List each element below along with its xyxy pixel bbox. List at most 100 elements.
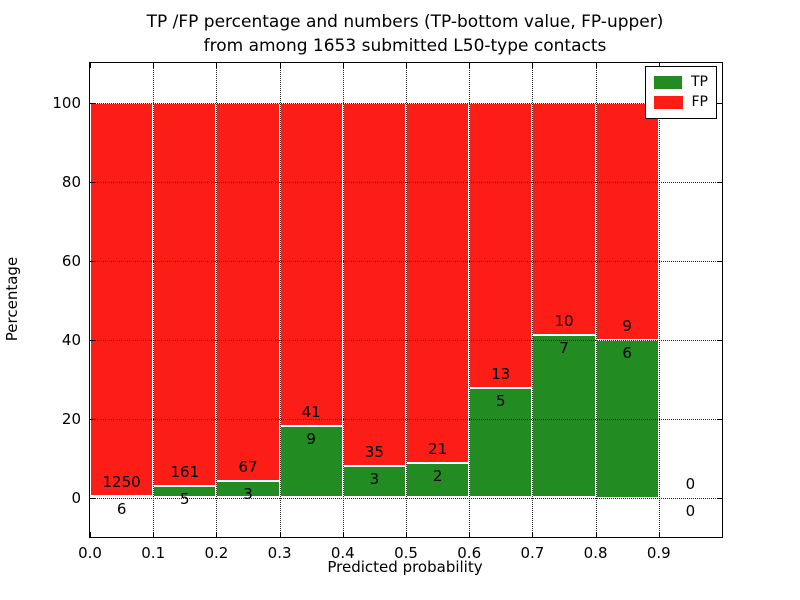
fp-bar-segment bbox=[279, 102, 343, 427]
fp-bar-segment bbox=[469, 102, 533, 388]
fp-bar-segment bbox=[342, 102, 406, 467]
tp-count-label: 3 bbox=[369, 470, 380, 489]
x-tick-mark bbox=[658, 532, 660, 537]
tp-count-label: 5 bbox=[496, 391, 506, 410]
y-tick-mark bbox=[90, 181, 95, 183]
x-tick-label: 0.9 bbox=[646, 544, 671, 562]
x-tick-mark-top bbox=[532, 63, 534, 68]
y-tick-mark bbox=[90, 260, 95, 262]
grid-line-vertical bbox=[595, 63, 597, 537]
x-tick-label: 0.1 bbox=[141, 544, 166, 562]
y-tick-mark bbox=[90, 102, 95, 104]
legend-entry-tp: TP bbox=[646, 72, 716, 92]
y-tick-label: 0 bbox=[71, 488, 81, 507]
x-tick-label: 0.3 bbox=[267, 544, 292, 562]
fp-count-label: 10 bbox=[554, 311, 574, 330]
y-tick-label: 40 bbox=[61, 330, 81, 349]
fp-count-label: 9 bbox=[622, 316, 632, 335]
fp-count-label: 21 bbox=[428, 440, 448, 459]
tp-count-label: 3 bbox=[243, 484, 253, 503]
x-tick-label: 0.4 bbox=[330, 544, 355, 562]
tp-count-label: 6 bbox=[116, 499, 127, 518]
tp-count-label: 6 bbox=[622, 343, 632, 362]
tp-count-label: 9 bbox=[306, 430, 316, 449]
x-tick-mark-top bbox=[90, 63, 91, 68]
x-tick-mark bbox=[90, 532, 91, 537]
x-tick-label: 0.7 bbox=[520, 544, 545, 562]
fp-count-label: 161 bbox=[170, 462, 200, 481]
legend-swatch-fp bbox=[654, 95, 683, 109]
grid-line-vertical bbox=[532, 63, 534, 537]
grid-line-vertical bbox=[216, 63, 218, 537]
fp-count-label: 1250 bbox=[102, 472, 141, 491]
x-tick-mark-top bbox=[342, 63, 344, 68]
legend-label-tp: TP bbox=[691, 74, 708, 90]
x-tick-mark bbox=[216, 532, 218, 537]
grid-line-vertical bbox=[279, 63, 281, 537]
x-tick-mark bbox=[342, 532, 344, 537]
tp-bar-segment bbox=[469, 387, 533, 498]
y-tick-mark bbox=[90, 497, 95, 499]
fp-bar-segment bbox=[406, 102, 470, 464]
x-tick-mark-top bbox=[216, 63, 218, 68]
grid-line-vertical bbox=[342, 63, 344, 537]
fp-bar-segment bbox=[153, 102, 217, 486]
y-tick-mark-right bbox=[717, 260, 722, 262]
y-tick-label: 60 bbox=[61, 251, 81, 270]
x-tick-mark-top bbox=[406, 63, 407, 68]
y-tick-mark-right bbox=[717, 497, 722, 499]
y-tick-mark-right bbox=[717, 418, 722, 420]
x-tick-label: 0.6 bbox=[457, 544, 482, 562]
x-tick-mark bbox=[469, 532, 471, 537]
fp-bar-segment bbox=[532, 102, 596, 335]
x-tick-label: 0.0 bbox=[78, 544, 102, 562]
fp-bar-segment bbox=[90, 102, 154, 496]
x-tick-label: 0.2 bbox=[204, 544, 229, 562]
grid-line-vertical bbox=[469, 63, 471, 537]
x-tick-label: 0.8 bbox=[583, 544, 608, 562]
x-tick-mark-top bbox=[595, 63, 597, 68]
y-tick-label: 100 bbox=[52, 93, 81, 112]
y-tick-mark-right bbox=[717, 102, 722, 104]
x-tick-mark bbox=[406, 532, 407, 537]
x-tick-mark bbox=[153, 532, 155, 537]
grid-line-vertical bbox=[153, 63, 155, 537]
legend-entry-fp: FP bbox=[646, 92, 716, 112]
x-tick-mark-top bbox=[153, 63, 155, 68]
x-tick-mark-top bbox=[469, 63, 471, 68]
y-tick-label: 80 bbox=[61, 172, 81, 191]
grid-line-vertical bbox=[658, 63, 660, 537]
fp-count-label: 13 bbox=[491, 364, 511, 383]
chart-title-line1: TP /FP percentage and numbers (TP-bottom… bbox=[146, 12, 664, 32]
fp-bar-segment bbox=[595, 102, 659, 340]
x-tick-mark bbox=[532, 532, 534, 537]
x-tick-mark-top bbox=[658, 63, 660, 68]
chart-title: TP /FP percentage and numbers (TP-bottom… bbox=[89, 10, 721, 58]
x-tick-mark bbox=[279, 532, 281, 537]
y-tick-mark bbox=[90, 418, 95, 420]
x-tick-mark bbox=[595, 532, 597, 537]
plot-area: TP FP 0.0 0.1 0.2 0.3 0.4 0.5 0.6 0.7 0.8 0.9 0 20 40… bbox=[52, 62, 723, 562]
tp-count-label: 7 bbox=[559, 338, 569, 357]
y-axis-label: Percentage bbox=[3, 256, 21, 342]
grid-line-vertical bbox=[406, 63, 407, 537]
x-axis-label: Predicted probability bbox=[327, 558, 483, 576]
x-tick-label: 0.5 bbox=[394, 544, 418, 562]
tp-count-label: 2 bbox=[432, 467, 443, 486]
fp-count-label: 41 bbox=[301, 403, 321, 422]
x-tick-mark-top bbox=[279, 63, 281, 68]
fp-count-label: 35 bbox=[364, 443, 384, 462]
tp-bar-segment bbox=[90, 495, 154, 498]
tp-bar-segment bbox=[532, 334, 596, 498]
y-tick-mark bbox=[90, 339, 95, 341]
legend-label-fp: FP bbox=[691, 94, 709, 110]
legend: TP FP bbox=[645, 66, 717, 119]
fp-count-label: 0 bbox=[685, 474, 696, 493]
y-tick-mark-right bbox=[717, 181, 722, 183]
tp-count-label: 5 bbox=[180, 489, 190, 508]
legend-swatch-tp bbox=[654, 75, 682, 89]
tp-bar-segment bbox=[342, 466, 406, 498]
fp-bar-segment bbox=[216, 102, 280, 481]
tp-bar-segment bbox=[406, 463, 470, 498]
